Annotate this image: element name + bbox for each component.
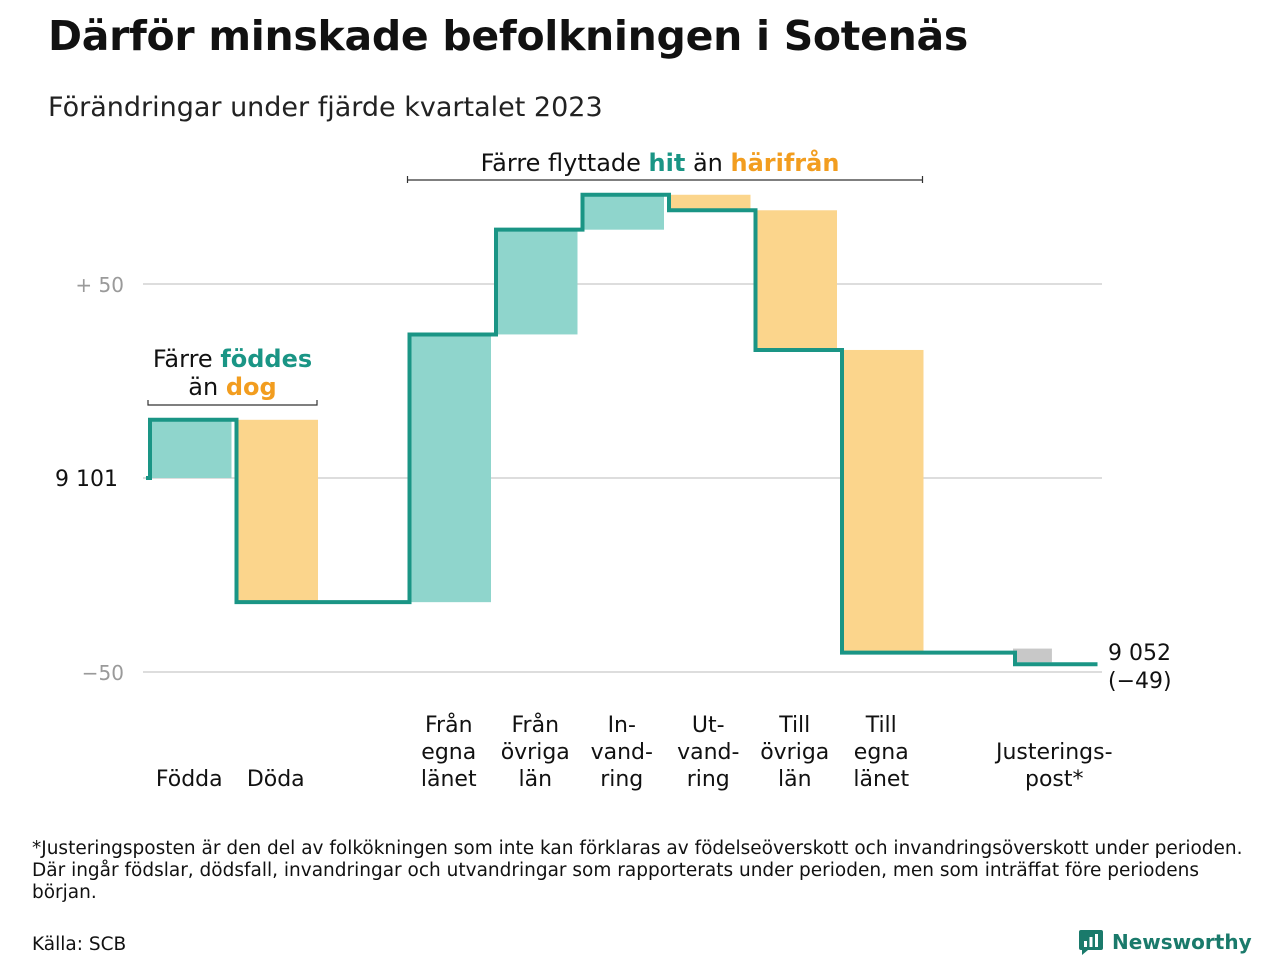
chart-title: Därför minskade befolkningen i Sotenäs [48, 12, 968, 60]
x-tick-label-line: länet [853, 767, 909, 792]
annotation-text-part: än [685, 149, 730, 177]
x-tick-label-line: län [778, 767, 812, 792]
annotation-births-line1: Färre föddes [153, 345, 312, 373]
annotation-moves-line1: Färre flyttade hit än härifrån [481, 148, 840, 177]
bar-out [753, 210, 837, 350]
bar-out [840, 349, 924, 653]
x-tick-label-line: egna [854, 740, 909, 765]
x-tick-label: Till egna länet [853, 713, 909, 792]
x-tick-label-line: vand- [677, 740, 739, 765]
annotation-text-part: föddes [220, 345, 312, 373]
bar-in [407, 334, 491, 603]
x-tick-label-line: ring [687, 767, 730, 792]
bar-adjust [1013, 648, 1052, 663]
bar-in [580, 194, 664, 230]
x-tick-label: Till övriga län [760, 713, 829, 792]
x-tick-label-line: vand- [591, 740, 653, 765]
source-note: Källa: SCB [32, 934, 127, 955]
annotation-text-part: härifrån [731, 148, 840, 177]
newsworthy-logo-icon [1079, 930, 1103, 955]
x-tick-label-line: övriga [760, 740, 829, 765]
end-change-label: (−49) [1108, 669, 1172, 694]
annotation-text-part: Färre flyttade [481, 149, 649, 177]
x-tick-label-line: övriga [501, 740, 570, 765]
footnote: *Justeringsposten är den del av folkökni… [32, 838, 1243, 903]
annotation-text-part: hit [649, 149, 686, 177]
x-tick-label: Justerings-post* [994, 740, 1113, 792]
running-total-line [146, 192, 1098, 667]
x-tick-label-line: egna [421, 740, 476, 765]
x-tick-label-line: Från [425, 712, 473, 738]
annotation-text-part: än [188, 373, 226, 401]
x-tick-label: Från egna länet [421, 712, 477, 792]
annotation-text-part: Färre [153, 345, 221, 373]
x-tick-label: Ut-vand-ring [677, 713, 739, 792]
x-tick-label: Döda [247, 767, 305, 792]
y-tick-label: 9 101 [55, 467, 118, 492]
bar-out [234, 419, 318, 603]
x-tick-label-line: län [518, 767, 552, 792]
bar-in [494, 229, 578, 335]
running-total: 9 052 (−49) [146, 192, 1172, 694]
x-tick-label-line: Döda [247, 767, 305, 792]
x-tick-label: Födda [156, 767, 223, 792]
x-tick-label: In-vand-ring [591, 713, 653, 792]
newsworthy-logo: Newsworthy [1078, 928, 1252, 956]
x-tick-label-line: Födda [156, 767, 223, 792]
bars [148, 194, 1052, 663]
x-tick-label-line: post* [1025, 767, 1084, 792]
x-tick-label-line: In- [608, 713, 636, 738]
y-axis: + 50 9 101 −50 [55, 273, 124, 685]
x-tick-label-line: Till [778, 713, 810, 738]
x-tick-label-line: Från [511, 712, 559, 738]
x-tick-label-line: ring [600, 767, 643, 792]
x-tick-label-line: Till [865, 713, 897, 738]
chart-subtitle: Förändringar under fjärde kvartalet 2023 [48, 92, 603, 123]
x-tick-label-line: länet [421, 767, 477, 792]
bar-in [148, 419, 232, 478]
bar-out [667, 194, 751, 211]
annotation-bracket-ends [406, 176, 924, 183]
end-value-label: 9 052 [1108, 641, 1171, 666]
x-tick-label: Från övriga län [501, 712, 570, 792]
y-tick-label: + 50 [75, 273, 124, 297]
annotation-births-line2: än dog [188, 373, 276, 401]
newsworthy-logo-text: Newsworthy [1112, 930, 1252, 954]
x-tick-label-line: Ut- [692, 713, 725, 738]
x-tick-label-line: Justerings- [994, 740, 1113, 765]
annotation-bracket [147, 400, 318, 406]
y-tick-label: −50 [82, 661, 124, 685]
annotation-text-part: dog [226, 373, 277, 401]
